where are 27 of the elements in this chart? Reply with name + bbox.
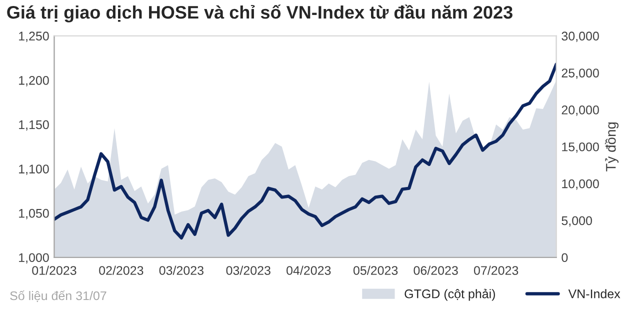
x-tick-label: 03/2023 — [159, 266, 204, 275]
x-tick-label: 04/2023 — [286, 266, 331, 275]
y-tick-label: 1,250 — [19, 32, 49, 42]
y2-axis-title: Tỷ đồng — [604, 122, 619, 172]
y-tick-label: 1,150 — [19, 120, 49, 131]
x-tick-label: 07/2023 — [474, 266, 518, 275]
y2-tick-label: 15,000 — [562, 142, 599, 153]
y2-tick-label: 30,000 — [562, 32, 599, 42]
x-tick-label: 03/2023 — [226, 266, 270, 275]
legend-label: GTGD (cột phải) — [404, 288, 495, 301]
y2-tick-label: 0 — [562, 253, 568, 262]
x-tick-label: 06/2023 — [414, 266, 458, 275]
y2-tick-label: 25,000 — [562, 68, 599, 79]
y-tick-label: 1,100 — [19, 164, 49, 175]
legend-label: VN-Index — [568, 289, 620, 298]
x-tick-label: 01/2023 — [32, 266, 76, 275]
y2-tick-label: 20,000 — [562, 106, 599, 116]
y2-tick-label: 5,000 — [562, 216, 592, 227]
y-tick-label: 1,200 — [19, 76, 49, 86]
text: Số liệu đến 31/07 — [10, 290, 106, 302]
y2-tick-label: 10,000 — [562, 179, 599, 190]
chart-title: Giá trị giao dịch HOSE và chỉ số VN-Index từ đầu năm 2023 — [7, 4, 512, 22]
y-tick-label: 1,000 — [19, 253, 49, 264]
line-series — [54, 62, 556, 240]
x-tick-label: 05/2023 — [353, 266, 398, 275]
x-tick-label: 02/2023 — [99, 266, 144, 275]
y-tick-label: 1,050 — [19, 208, 49, 220]
